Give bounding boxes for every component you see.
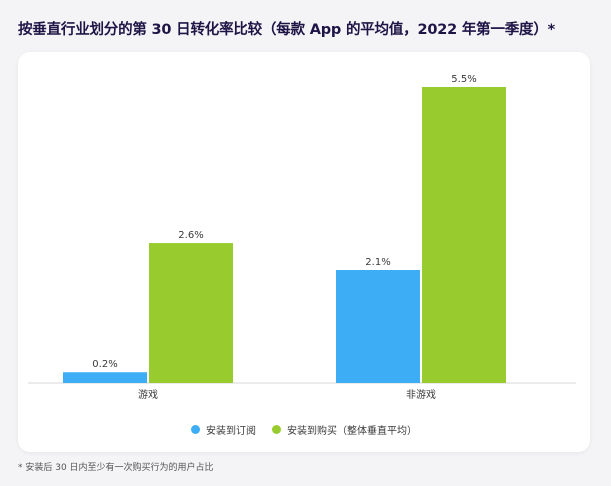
bar-subscription-1[interactable] bbox=[336, 269, 420, 383]
legend-item-subscription[interactable]: 安装到订阅 bbox=[191, 422, 256, 437]
chart-card: 0.2% 2.6% 游戏 2.1% 5.5% 非游戏 安装到订阅 安装到购买（整体垂直平均… bbox=[18, 52, 590, 452]
data-label-purchase-1: 5.5% bbox=[451, 74, 476, 85]
x-tick-label-1: 非游戏 bbox=[406, 388, 436, 401]
chart-legend: 安装到订阅 安装到购买（整体垂直平均） bbox=[18, 422, 590, 437]
legend-dot-subscription bbox=[191, 425, 200, 434]
footnote: * 安装后 30 日内至少有一次购买行为的用户占比 bbox=[18, 463, 214, 473]
legend-dot-purchase bbox=[272, 425, 281, 434]
bar-subscription-0[interactable] bbox=[63, 372, 147, 383]
x-tick-label-0: 游戏 bbox=[138, 388, 158, 401]
data-label-subscription-0: 0.2% bbox=[92, 359, 117, 370]
chart-title: 按垂直行业划分的第 30 日转化率比较（每款 App 的平均值，2022 年第一… bbox=[18, 22, 556, 38]
data-label-purchase-0: 2.6% bbox=[178, 230, 203, 241]
legend-label-purchase: 安装到购买（整体垂直平均） bbox=[287, 426, 417, 437]
legend-label-subscription: 安装到订阅 bbox=[206, 426, 256, 437]
legend-item-purchase[interactable]: 安装到购买（整体垂直平均） bbox=[272, 422, 417, 437]
bar-purchase-0[interactable] bbox=[149, 243, 233, 383]
data-label-subscription-1: 2.1% bbox=[365, 257, 390, 268]
bar-purchase-1[interactable] bbox=[422, 87, 506, 383]
bar-chart: 0.2% 2.6% 游戏 2.1% 5.5% 非游戏 bbox=[28, 74, 576, 401]
